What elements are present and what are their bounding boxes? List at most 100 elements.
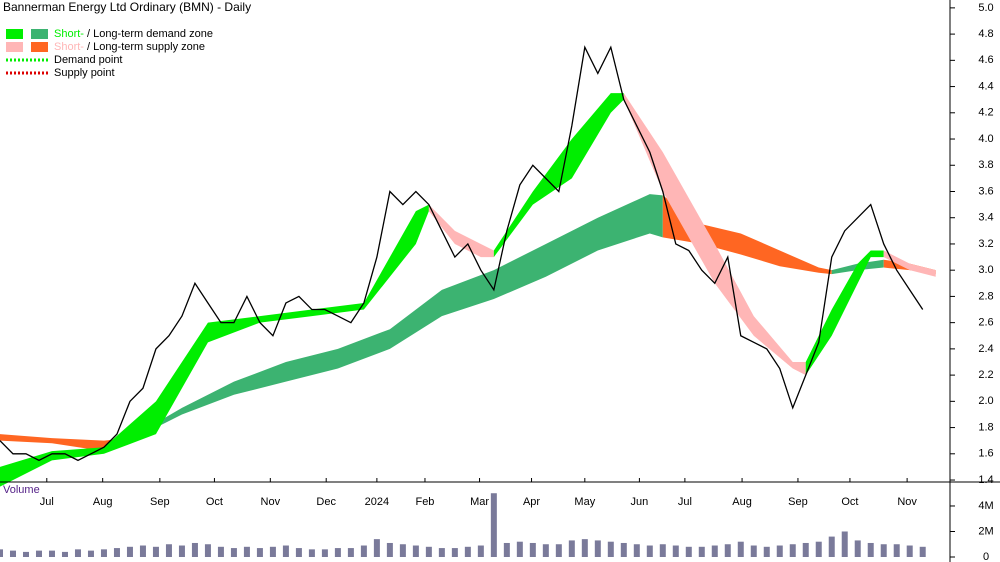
volume-bar bbox=[282, 545, 289, 557]
volume-bar bbox=[204, 544, 211, 557]
volume-bar bbox=[152, 546, 159, 557]
volume-bar bbox=[867, 542, 874, 557]
volume-bar bbox=[581, 539, 588, 557]
volume-bar bbox=[360, 545, 367, 557]
y-tick-label: 3.8 bbox=[978, 159, 993, 171]
volume-bar bbox=[841, 531, 848, 557]
volume-bar bbox=[217, 546, 224, 557]
y-tick-label: 4.8 bbox=[978, 28, 993, 40]
chart-title: Bannerman Energy Ltd Ordinary (BMN) - Da… bbox=[3, 0, 251, 14]
y-tick-label: 4.2 bbox=[978, 107, 993, 119]
volume-bar bbox=[438, 548, 445, 557]
volume-bar bbox=[243, 546, 250, 557]
volume-bar bbox=[503, 542, 510, 557]
volume-bar bbox=[113, 548, 120, 557]
legend-label: Short- / Long-term demand zone bbox=[54, 28, 213, 40]
volume-bar bbox=[100, 549, 107, 557]
volume-bar bbox=[191, 542, 198, 557]
volume-bar bbox=[386, 542, 393, 557]
volume-bar bbox=[763, 546, 770, 557]
x-tick-label: Apr bbox=[523, 496, 540, 508]
volume-bar bbox=[815, 541, 822, 557]
volume-bar bbox=[178, 545, 185, 557]
volume-bar bbox=[477, 545, 484, 557]
zone bbox=[0, 434, 130, 452]
y-tick-label: 4.6 bbox=[978, 54, 993, 66]
volume-bar bbox=[776, 545, 783, 557]
legend-label: Demand point bbox=[54, 54, 123, 66]
volume-bar bbox=[22, 551, 29, 557]
x-tick-label: Jul bbox=[678, 496, 692, 508]
volume-bar bbox=[61, 551, 68, 557]
y-tick-label: 1.4 bbox=[978, 474, 993, 486]
volume-bar bbox=[906, 545, 913, 557]
y-tick-label: 5.0 bbox=[978, 2, 993, 14]
price-line bbox=[0, 45, 924, 462]
volume-bar bbox=[737, 541, 744, 557]
x-tick-label: Jun bbox=[631, 496, 649, 508]
volume-bar bbox=[750, 545, 757, 557]
x-tick-label: Aug bbox=[732, 496, 752, 508]
volume-bar bbox=[464, 546, 471, 557]
zone bbox=[883, 250, 936, 277]
volume-bar bbox=[490, 493, 497, 557]
x-tick-label: May bbox=[574, 496, 595, 508]
x-tick-label: Sep bbox=[788, 496, 808, 508]
zone bbox=[493, 93, 624, 258]
legend-short: Short- bbox=[54, 28, 84, 40]
volume-bar bbox=[516, 541, 523, 557]
volume-bar bbox=[87, 550, 94, 557]
x-tick-label: Jul bbox=[40, 496, 54, 508]
y-tick-label: 4M bbox=[978, 500, 993, 512]
volume-bar bbox=[451, 548, 458, 557]
y-tick-label: 0 bbox=[983, 551, 989, 562]
zone bbox=[623, 93, 806, 376]
volume-bar bbox=[854, 540, 861, 557]
y-tick-label: 2.4 bbox=[978, 343, 993, 355]
y-tick-label: 2.2 bbox=[978, 369, 993, 381]
y-tick-label: 3.2 bbox=[978, 238, 993, 250]
x-tick-label: Feb bbox=[415, 496, 434, 508]
y-tick-label: 4.0 bbox=[978, 133, 993, 145]
volume-bar bbox=[802, 542, 809, 557]
volume-title: Volume bbox=[3, 484, 40, 496]
legend-long: / Long-term supply zone bbox=[87, 41, 205, 53]
x-tick-label: Oct bbox=[206, 496, 223, 508]
volume-bar bbox=[269, 546, 276, 557]
volume-bar bbox=[9, 550, 16, 557]
volume-bar bbox=[295, 548, 302, 557]
x-tick-label: Aug bbox=[93, 496, 113, 508]
x-tick-label: Oct bbox=[841, 496, 858, 508]
x-tick-label: Nov bbox=[897, 496, 917, 508]
volume-bar bbox=[724, 544, 731, 557]
x-tick-label: Dec bbox=[316, 496, 336, 508]
price bbox=[0, 45, 924, 462]
volume-bar bbox=[256, 548, 263, 557]
volume-bar bbox=[529, 542, 536, 557]
volume-bar bbox=[321, 549, 328, 557]
volume-bar bbox=[399, 544, 406, 557]
axes: 1.4 1.6 1.8 2.0 2.2 2.4 2.6 2.8 3.0 3.2 3.4 3.6 3.8 4… bbox=[40, 2, 994, 562]
volume-bar bbox=[594, 540, 601, 557]
legend-swatch bbox=[31, 29, 48, 39]
y-tick-label: 2.0 bbox=[978, 395, 993, 407]
volume-bar bbox=[48, 550, 55, 557]
volume-bar bbox=[568, 540, 575, 557]
legend-label: Supply point bbox=[54, 67, 115, 79]
volume-bar bbox=[139, 545, 146, 557]
legend-swatch bbox=[6, 29, 23, 39]
zone bbox=[428, 204, 494, 258]
volume-bar bbox=[646, 545, 653, 557]
volume-bar bbox=[425, 546, 432, 557]
y-tick-label: 4.4 bbox=[978, 80, 993, 92]
volume-bar bbox=[607, 541, 614, 557]
zone bbox=[805, 250, 884, 376]
legend-swatch bbox=[31, 42, 48, 52]
x-tick-label: Sep bbox=[150, 496, 170, 508]
volume-bar bbox=[633, 544, 640, 557]
volume-bar bbox=[412, 545, 419, 557]
legend-swatch bbox=[6, 42, 23, 52]
y-tick-label: 3.0 bbox=[978, 264, 993, 276]
